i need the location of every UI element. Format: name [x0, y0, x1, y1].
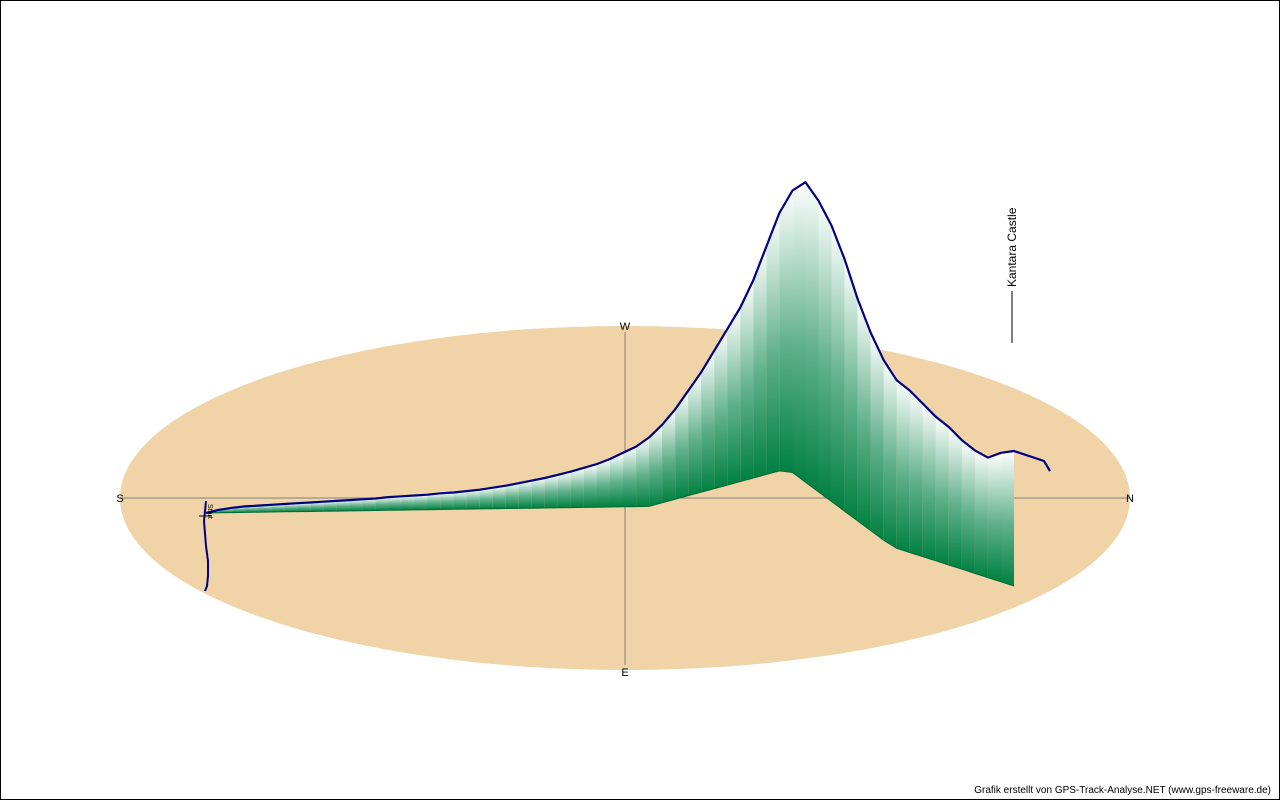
curtain-segment [284, 503, 298, 512]
curtain-segment [557, 471, 571, 508]
curtain-segment [583, 464, 597, 508]
curtain-segment [740, 280, 754, 482]
curtain-segment [1001, 451, 1014, 586]
curtain-segment [466, 489, 480, 510]
curtain-segment [518, 480, 532, 509]
curtain-segment [896, 380, 910, 553]
curtain-segment [909, 390, 923, 557]
curtain-segment [362, 498, 376, 511]
start-descent-line [202, 500, 209, 592]
curtain-segment [310, 501, 324, 512]
curtain-segment [714, 329, 728, 489]
curtain-segment [297, 502, 311, 512]
curtain-segment [258, 504, 272, 513]
ground-track-line [205, 470, 1015, 587]
compass-west-label: W [620, 321, 631, 333]
curtain-segment [987, 452, 1001, 582]
curtain-segment [336, 500, 350, 512]
curtain-segment [883, 360, 897, 549]
curtain-segment [818, 200, 832, 502]
curtain-segment [948, 427, 962, 570]
curtain-segment [805, 182, 819, 492]
curtain-segment [961, 440, 975, 574]
curtain-segment [792, 182, 806, 483]
curtain-segment [844, 259, 858, 521]
curtain-segment [323, 500, 337, 512]
curtain-segment [544, 474, 558, 508]
curtain-segment [570, 467, 584, 508]
curtain-segment [662, 409, 676, 503]
curtain-segment [401, 495, 415, 511]
curtain-segment [974, 450, 988, 578]
curtain-segment [675, 390, 689, 500]
curtain-segment [531, 478, 545, 509]
curtain-segment [636, 437, 650, 507]
poi-kantara-castle-label: Kantara Castle [1005, 207, 1019, 287]
curtain-segment [831, 225, 845, 512]
start-label: Start [206, 504, 213, 519]
curtain-segment [375, 497, 389, 511]
curtain-segment [870, 332, 884, 541]
curtain-segment [414, 494, 428, 510]
elevation-curtain [206, 182, 1014, 586]
credit-text: Grafik erstellt von GPS-Track-Analyse.NE… [974, 785, 1271, 796]
curtain-segment [505, 483, 519, 509]
curtain-segment [688, 372, 702, 496]
curtain-segment [597, 459, 610, 508]
curtain-segment [427, 493, 441, 510]
curtain-segment [779, 190, 793, 473]
compass-south-label: S [116, 493, 123, 505]
curtain-segment [701, 350, 715, 493]
compass-north-label: N [1126, 493, 1134, 505]
curtain-segment [610, 452, 623, 507]
curtain-segment [349, 499, 363, 511]
curtain-segment [753, 246, 767, 478]
curtain-segment [857, 298, 871, 531]
curtain-segment [935, 416, 949, 565]
curtain-segment [649, 424, 663, 507]
compass-east-label: E [621, 667, 628, 679]
curtain-segment [271, 504, 285, 512]
elevation-profile-line [205, 181, 1051, 515]
curtain-segment [922, 403, 936, 561]
curtain-segment [623, 446, 637, 507]
curtain-segment [453, 491, 467, 510]
curtain-segment [766, 212, 780, 475]
curtain-segment [440, 492, 454, 510]
curtain-segment [479, 487, 493, 509]
curtain-segment [388, 496, 402, 511]
curtain-segment [492, 485, 506, 509]
curtain-segment [727, 307, 741, 486]
